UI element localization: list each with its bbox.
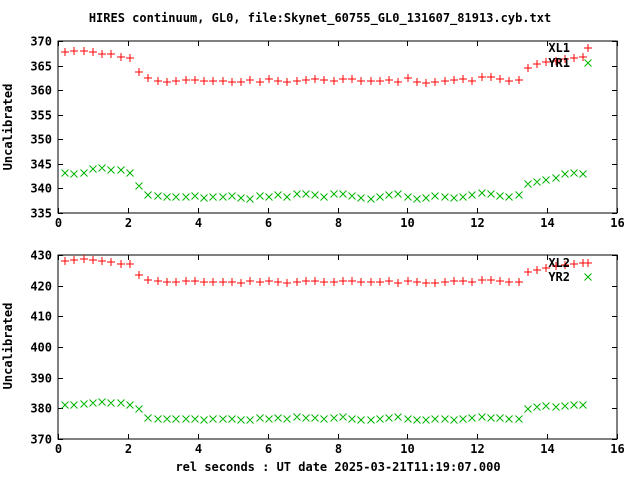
x-tick-label: 6: [265, 442, 272, 456]
y-tick-label: 345: [30, 158, 52, 172]
y-tick-label: 420: [30, 280, 52, 294]
x-tick-label: 12: [470, 216, 484, 230]
x-tick-label: 4: [195, 442, 202, 456]
y-tick-label: 410: [30, 310, 52, 324]
x-tick-label: 16: [610, 216, 624, 230]
legend-label-yr1: YR1: [548, 56, 570, 70]
x-tick-label: 12: [470, 442, 484, 456]
x-tick-label: 8: [335, 216, 342, 230]
legend-label-yr2: YR2: [548, 270, 570, 284]
y-tick-label: 430: [30, 249, 52, 263]
legend-sample-yr2: [584, 273, 592, 281]
legend-label-xl1: XL1: [548, 41, 570, 55]
x-tick-label: 0: [55, 216, 62, 230]
legend-sample-xl1: [584, 44, 592, 52]
legend-sample-xl2: [584, 259, 592, 267]
chart-title: HIRES continuum, GL0, file:Skynet_60755_…: [88, 11, 552, 25]
y-tick-label: 380: [30, 402, 52, 416]
x-tick-label: 6: [265, 216, 272, 230]
x-tick-label: 10: [400, 216, 414, 230]
x-tick-label: 2: [125, 442, 132, 456]
x-tick-label: 10: [400, 442, 414, 456]
y-tick-label: 370: [30, 35, 52, 49]
y-tick-label: 365: [30, 60, 52, 74]
legend-label-xl2: XL2: [548, 256, 570, 270]
series-xl2-markers: [61, 255, 587, 287]
x-tick-label: 0: [55, 442, 62, 456]
x-tick-label: 14: [540, 216, 554, 230]
series-yr1-markers: [61, 164, 587, 203]
x-axis-label: rel seconds : UT date 2025-03-21T11:19:0…: [175, 460, 501, 474]
series-yr2-markers: [61, 398, 587, 424]
y-tick-label: 370: [30, 433, 52, 447]
legend-sample-yr1: [584, 59, 592, 67]
y-tick-label: 350: [30, 133, 52, 147]
y-axis-label-top: Uncalibrated: [1, 83, 15, 171]
x-tick-label: 8: [335, 442, 342, 456]
x-tick-label: 14: [540, 442, 554, 456]
x-tick-label: 16: [610, 442, 624, 456]
y-tick-label: 355: [30, 109, 52, 123]
x-tick-label: 2: [125, 216, 132, 230]
y-tick-label: 340: [30, 182, 52, 196]
y-axis-label-bottom: Uncalibrated: [1, 302, 15, 390]
x-tick-label: 4: [195, 216, 202, 230]
y-tick-label: 360: [30, 84, 52, 98]
series-xl1-markers: [61, 47, 587, 87]
plot-border-top: [57, 40, 618, 214]
y-tick-label: 400: [30, 341, 52, 355]
y-tick-label: 390: [30, 372, 52, 386]
y-tick-label: 335: [30, 207, 52, 221]
